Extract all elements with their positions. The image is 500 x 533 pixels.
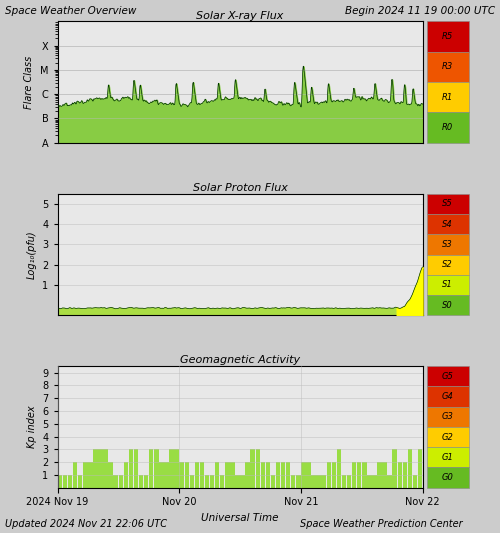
Bar xyxy=(286,462,290,488)
Bar xyxy=(220,475,224,488)
Bar xyxy=(250,449,255,488)
Bar xyxy=(260,462,265,488)
Bar xyxy=(398,462,402,488)
Bar xyxy=(170,449,174,488)
Text: Updated 2024 Nov 21 22:06 UTC: Updated 2024 Nov 21 22:06 UTC xyxy=(5,519,167,529)
Text: S3: S3 xyxy=(442,240,453,249)
Bar xyxy=(402,462,407,488)
Text: R5: R5 xyxy=(442,32,454,41)
Bar xyxy=(164,462,168,488)
Bar xyxy=(174,449,179,488)
Bar xyxy=(281,462,285,488)
Y-axis label: Flare Class: Flare Class xyxy=(24,55,34,109)
Text: Space Weather Overview: Space Weather Overview xyxy=(5,6,136,17)
Bar xyxy=(63,475,67,488)
Text: R3: R3 xyxy=(442,62,454,71)
Bar xyxy=(68,475,72,488)
Text: R1: R1 xyxy=(442,93,454,102)
Bar xyxy=(230,462,234,488)
Bar xyxy=(296,475,300,488)
Bar xyxy=(332,462,336,488)
Bar xyxy=(194,462,199,488)
Bar xyxy=(83,462,87,488)
Text: S0: S0 xyxy=(442,301,453,310)
Title: Solar X-ray Flux: Solar X-ray Flux xyxy=(196,11,284,21)
X-axis label: Universal Time: Universal Time xyxy=(201,513,279,523)
Bar xyxy=(98,449,102,488)
Bar xyxy=(58,475,62,488)
Bar xyxy=(134,449,138,488)
Bar xyxy=(408,449,412,488)
Bar xyxy=(357,462,362,488)
Bar xyxy=(200,462,204,488)
Bar xyxy=(418,449,422,488)
Bar xyxy=(342,475,346,488)
Bar xyxy=(378,462,382,488)
Bar xyxy=(128,449,133,488)
Text: Begin 2024 11 19 00:00 UTC: Begin 2024 11 19 00:00 UTC xyxy=(345,6,495,17)
Bar xyxy=(210,475,214,488)
Bar xyxy=(124,462,128,488)
Text: S4: S4 xyxy=(442,220,453,229)
Bar xyxy=(184,462,189,488)
Y-axis label: Kp index: Kp index xyxy=(26,406,36,448)
Bar xyxy=(144,475,148,488)
Text: G5: G5 xyxy=(442,372,454,381)
Bar xyxy=(246,462,250,488)
Bar xyxy=(190,475,194,488)
Text: Space Weather Prediction Center: Space Weather Prediction Center xyxy=(300,519,462,529)
Text: G0: G0 xyxy=(442,473,454,482)
Bar xyxy=(180,462,184,488)
Y-axis label: Log₁₀(pfu): Log₁₀(pfu) xyxy=(26,230,36,279)
Bar xyxy=(291,475,296,488)
Bar xyxy=(118,475,123,488)
Bar xyxy=(413,475,417,488)
Bar xyxy=(114,475,118,488)
Bar xyxy=(312,475,316,488)
Bar xyxy=(149,449,154,488)
Text: S1: S1 xyxy=(442,280,453,289)
Bar xyxy=(367,475,372,488)
Bar xyxy=(362,462,366,488)
Bar xyxy=(215,462,220,488)
Text: R0: R0 xyxy=(442,123,454,132)
Text: S2: S2 xyxy=(442,260,453,269)
Bar xyxy=(276,462,280,488)
Bar xyxy=(301,462,306,488)
Bar xyxy=(266,462,270,488)
Bar xyxy=(322,475,326,488)
Bar xyxy=(270,475,275,488)
Bar xyxy=(316,475,321,488)
Bar xyxy=(326,462,331,488)
Bar xyxy=(388,475,392,488)
Bar xyxy=(225,462,230,488)
Bar xyxy=(336,449,341,488)
Bar xyxy=(382,462,387,488)
Bar xyxy=(256,449,260,488)
Bar xyxy=(306,462,310,488)
Bar xyxy=(235,475,240,488)
Text: G4: G4 xyxy=(442,392,454,401)
Bar xyxy=(154,449,158,488)
Text: G2: G2 xyxy=(442,433,454,441)
Title: Solar Proton Flux: Solar Proton Flux xyxy=(192,183,288,193)
Title: Geomagnetic Activity: Geomagnetic Activity xyxy=(180,356,300,366)
Bar xyxy=(372,475,376,488)
Bar xyxy=(392,449,397,488)
Bar xyxy=(93,449,98,488)
Bar xyxy=(159,462,164,488)
Bar xyxy=(139,475,143,488)
Bar xyxy=(104,449,108,488)
Bar xyxy=(108,462,113,488)
Bar xyxy=(240,475,245,488)
Bar xyxy=(73,462,78,488)
Bar xyxy=(78,475,82,488)
Bar xyxy=(205,475,210,488)
Bar xyxy=(347,475,352,488)
Text: G3: G3 xyxy=(442,413,454,422)
Text: S5: S5 xyxy=(442,199,453,208)
Bar xyxy=(88,462,92,488)
Text: G1: G1 xyxy=(442,453,454,462)
Bar xyxy=(352,462,356,488)
